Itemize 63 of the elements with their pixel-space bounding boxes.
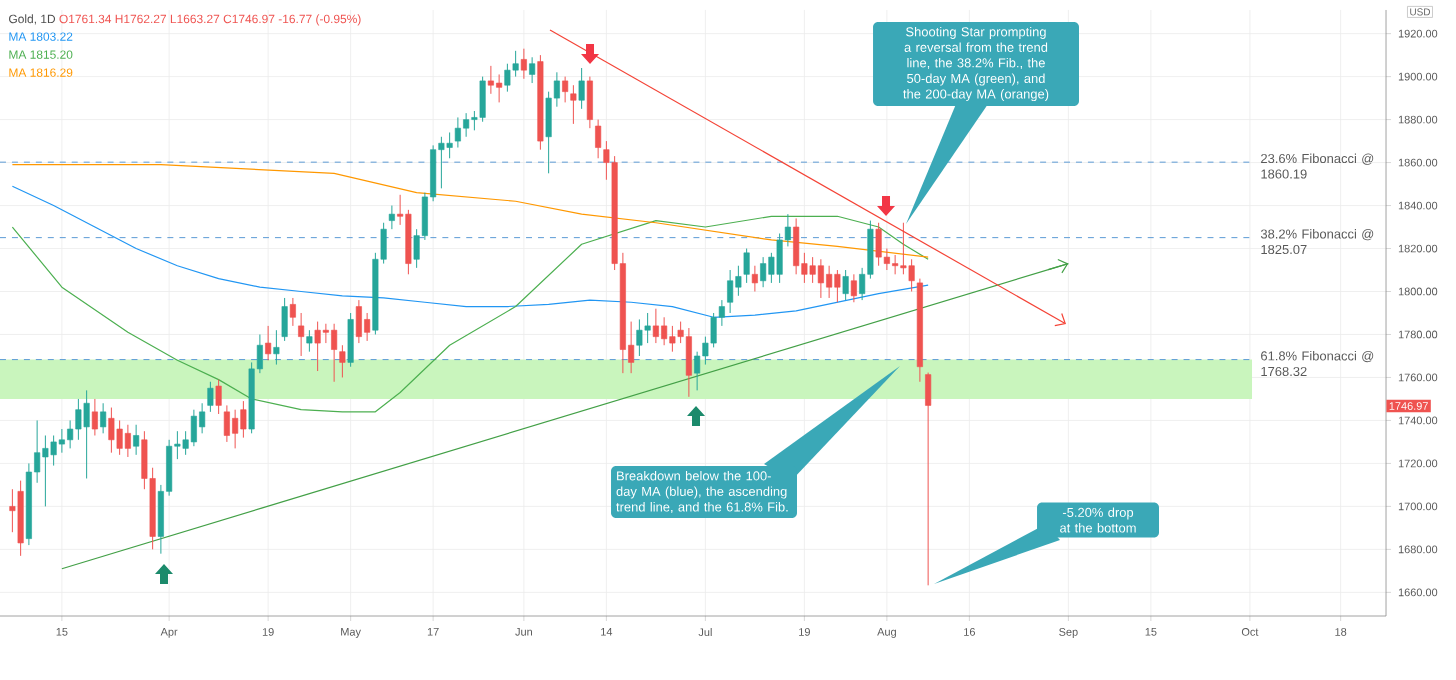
candlestick [669,325,676,353]
candlestick [892,254,899,275]
candlestick [504,63,511,93]
candlestick [842,269,849,301]
candlestick [116,419,123,456]
candlestick [570,84,577,125]
candlestick [314,321,321,372]
candlestick [685,327,692,398]
candlestick [875,222,882,267]
candlestick [124,424,131,458]
candlestick [496,73,503,103]
candlestick [281,297,288,342]
candlestick [479,76,486,123]
candlestick [850,273,857,303]
candlestick [91,398,98,436]
candlestick [834,269,841,303]
candlestick [75,398,82,441]
candlestick [298,312,305,357]
candlestick [661,316,668,346]
candlestick [83,389,90,479]
candlestick [512,50,519,78]
candlestick [826,265,833,299]
candlestick [735,265,742,297]
candlestick [108,407,115,454]
candlestick [727,269,734,314]
candlestick [388,205,395,230]
candlestick [42,434,49,507]
candlestick [644,312,651,344]
candlestick [520,48,527,80]
candlestick [908,258,915,292]
candlestick [900,222,907,275]
candlestick [306,329,313,353]
line-series [11,215,929,413]
candlestick [776,232,783,284]
candlestick [809,256,816,284]
candlestick [562,76,569,103]
candlestick [578,67,585,110]
candlestick [586,76,593,129]
candlestick [289,297,296,327]
candlestick [760,256,767,288]
candlestick [273,329,280,366]
candlestick [364,312,371,342]
candlestick [751,265,758,292]
candlestick [743,248,750,284]
candlestick [100,402,107,434]
candlestick [529,56,536,84]
line-series [11,164,929,258]
candlestick [339,344,346,378]
candlestick [232,409,239,449]
candlestick [347,312,354,368]
candlestick [240,400,247,439]
candlestick [595,119,602,159]
candlestick [331,323,338,383]
candlestick [793,217,800,275]
candlestick [463,112,470,138]
candlestick [636,318,643,357]
candlestick [265,325,272,361]
candlestick [50,434,57,467]
candlestick [207,381,214,413]
candlestick [215,379,222,415]
candlestick [133,424,140,456]
candlestick [925,372,932,586]
candlestick [446,131,453,159]
